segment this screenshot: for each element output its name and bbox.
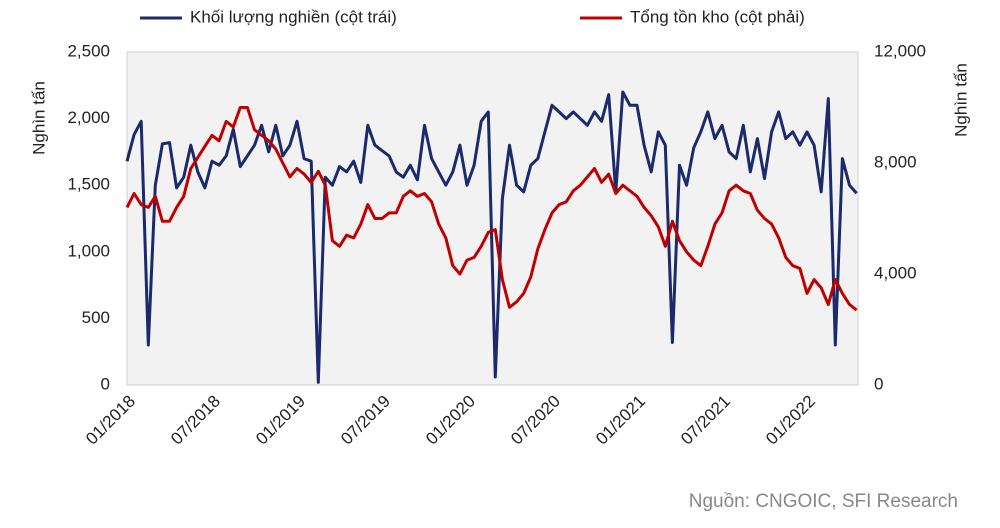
series-line bbox=[125, 106, 858, 312]
y-tick-label: 0 bbox=[101, 374, 110, 393]
y-tick-label: 1,000 bbox=[67, 241, 110, 260]
y-tick-label: 1,500 bbox=[67, 175, 110, 194]
y2-tick-label: 0 bbox=[874, 374, 883, 393]
x-tick-label: 07/2018 bbox=[167, 392, 224, 449]
y2-tick-label: 4,000 bbox=[874, 263, 917, 282]
series-line bbox=[125, 90, 858, 384]
x-tick-label: 01/2018 bbox=[82, 392, 139, 449]
source: Nguồn: CNGOIC, SFI Research bbox=[689, 491, 958, 512]
x-tick-label: 01/2020 bbox=[422, 392, 479, 449]
y2-axis-title: Nghìn tấn bbox=[951, 63, 970, 137]
x-tick-label: 01/2019 bbox=[252, 392, 309, 449]
legend-label: Khối lượng nghiền (cột trái) bbox=[190, 7, 397, 26]
x-tick-label: 01/2021 bbox=[592, 392, 649, 449]
y2-tick-label: 12,000 bbox=[874, 41, 926, 60]
y-tick-label: 500 bbox=[82, 308, 110, 327]
x-tick-label: 01/2022 bbox=[762, 392, 819, 449]
y2-tick-label: 8,000 bbox=[874, 152, 917, 171]
x-tick-label: 07/2021 bbox=[677, 392, 734, 449]
x-tick-label: 07/2019 bbox=[337, 392, 394, 449]
y-tick-label: 2,500 bbox=[67, 41, 110, 60]
y-tick-label: 2,000 bbox=[67, 108, 110, 127]
x-tick-label: 07/2020 bbox=[507, 392, 564, 449]
legend-label: Tổng tồn kho (cột phải) bbox=[630, 7, 805, 26]
y-axis-title: Nghìn tấn bbox=[29, 81, 48, 155]
